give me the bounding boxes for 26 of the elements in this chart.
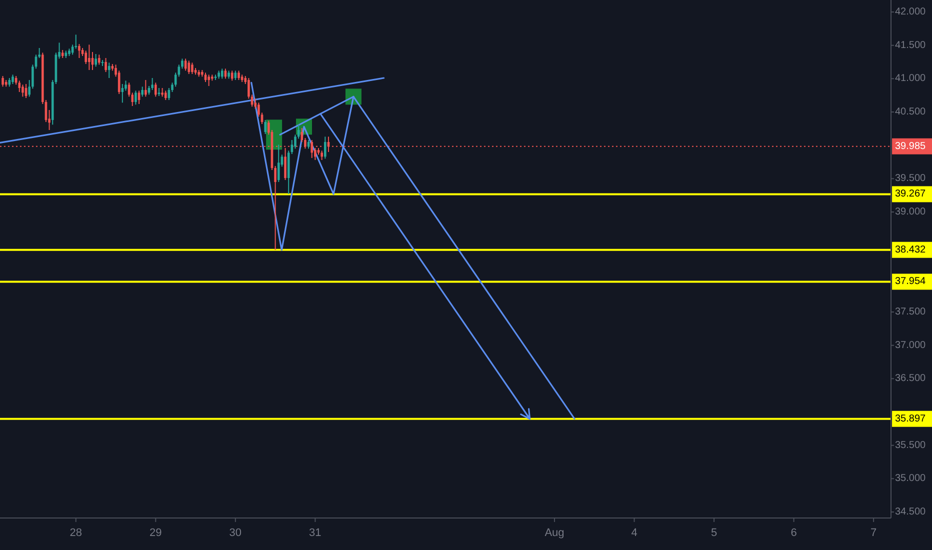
- y-tick-label: 37.500: [895, 306, 926, 318]
- y-tick-label: 35.500: [895, 440, 926, 451]
- x-tick-label: 29: [150, 527, 162, 539]
- y-tick-label: 34.500: [895, 506, 926, 518]
- y-tick-label: 41.000: [895, 73, 926, 84]
- y-tick-label: 40.500: [895, 106, 926, 118]
- ref-line-label: 37.954: [895, 276, 926, 288]
- y-tick-label: 42.000: [895, 6, 926, 18]
- x-tick-label: 30: [229, 527, 242, 539]
- y-tick-label: 39.500: [895, 173, 926, 184]
- y-tick-label: 37.000: [895, 340, 926, 351]
- x-tick-label: 5: [710, 527, 718, 539]
- ref-line-label: 35.897: [895, 413, 926, 424]
- y-tick-label: 35.000: [895, 473, 926, 484]
- ref-line-label: 38.432: [895, 244, 926, 256]
- y-tick-label: 39.000: [895, 206, 926, 218]
- x-tick-label: 6: [790, 527, 797, 539]
- y-tick-label: 41.500: [895, 40, 926, 51]
- x-tick-label: 31: [309, 527, 322, 539]
- x-tick-label: 28: [70, 527, 82, 539]
- x-tick-label: 4: [631, 527, 638, 539]
- ref-line-label: 39.267: [895, 188, 926, 200]
- ref-line-label: 39.985: [895, 140, 926, 152]
- y-tick-label: 36.500: [895, 373, 926, 384]
- x-tick-label: Aug: [544, 527, 564, 539]
- x-tick-label: 7: [870, 527, 877, 539]
